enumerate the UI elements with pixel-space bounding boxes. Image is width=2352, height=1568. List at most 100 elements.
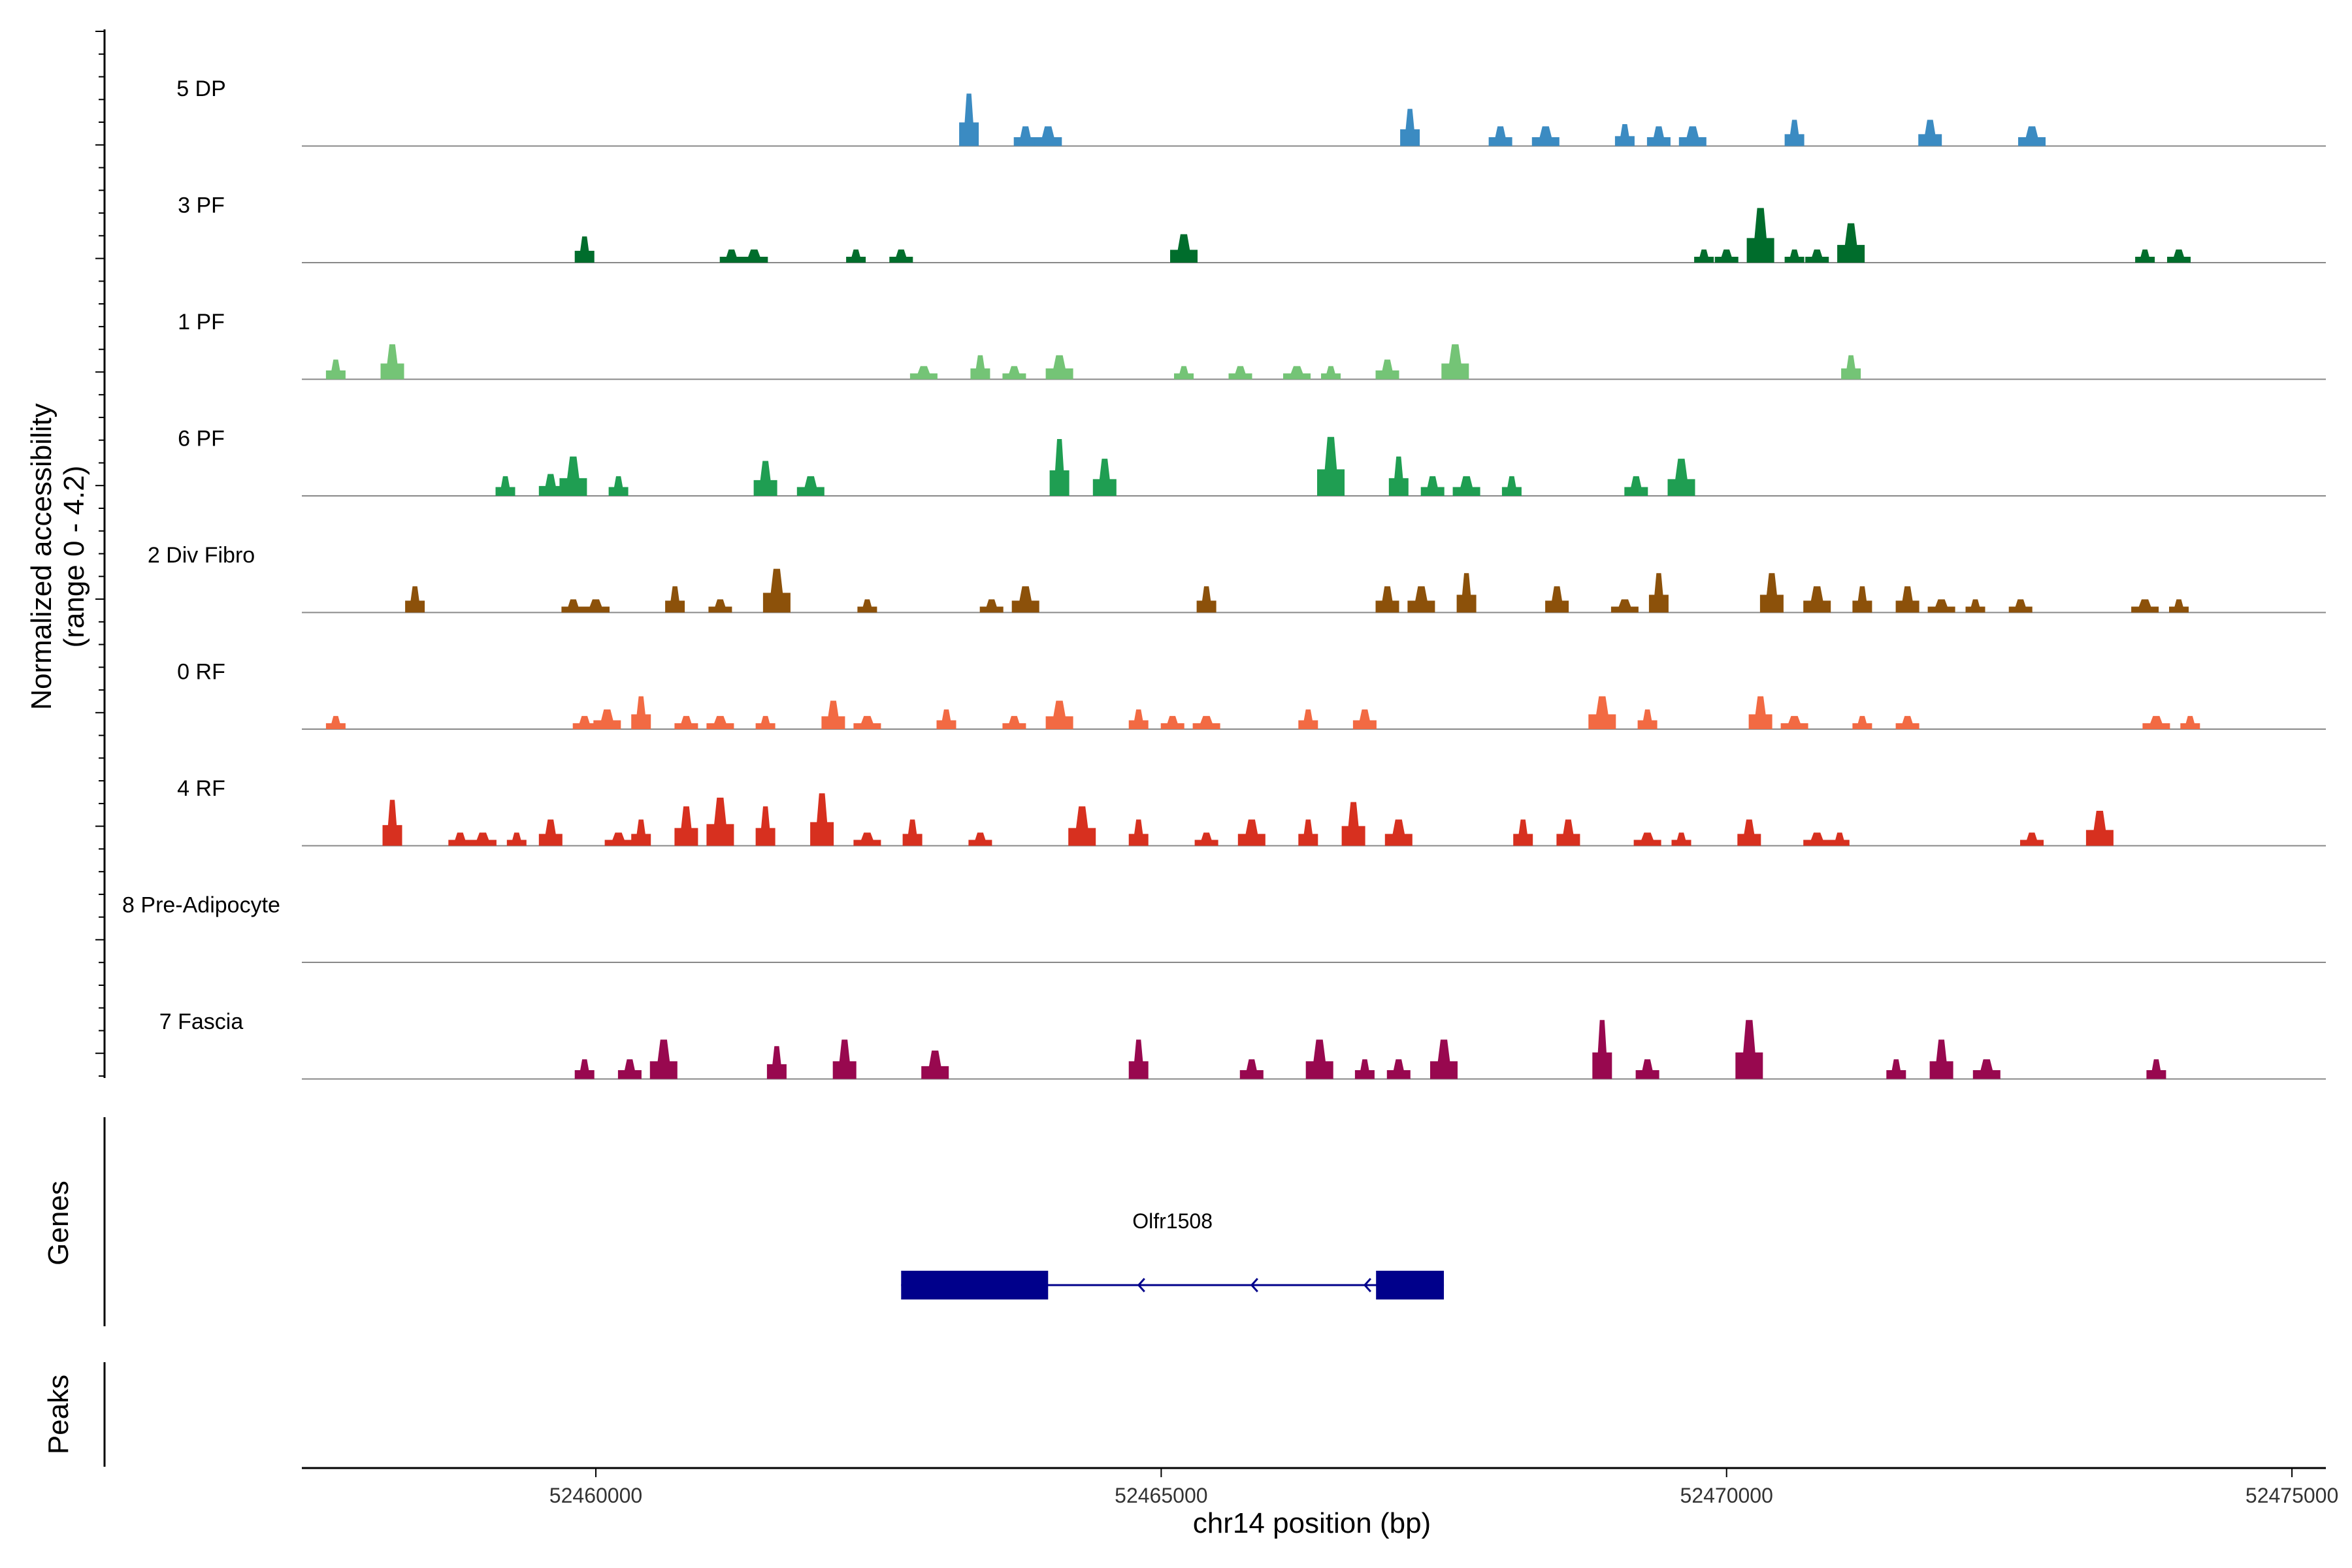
coverage-peak <box>1678 126 1707 146</box>
coverage-peak <box>1635 1059 1659 1079</box>
y-axis-title-line2: (range 0 - 4.2) <box>58 466 90 648</box>
track-label: 2 Div Fibro <box>148 543 255 568</box>
coverage-peak <box>1746 208 1774 263</box>
coverage-peak <box>608 476 629 496</box>
coverage-peak <box>617 1059 642 1079</box>
coverage-peak <box>1298 819 1318 846</box>
coverage-peak <box>1545 586 1569 613</box>
coverage-peak <box>1531 126 1560 146</box>
coverage-peak <box>1237 819 1266 846</box>
coverage-peak <box>1092 459 1117 496</box>
coverage-peak <box>538 819 563 846</box>
coverage-peak <box>1784 120 1805 146</box>
x-axis-title: chr14 position (bp) <box>1193 1507 1431 1539</box>
gene-name: Olfr1508 <box>1132 1209 1213 1233</box>
coverage-peak <box>1239 1059 1264 1079</box>
coverage-peak <box>1170 234 1198 263</box>
coverage-peak <box>574 236 595 263</box>
coverage-peak <box>821 700 845 729</box>
coverage-peak <box>2169 599 2189 613</box>
coverage-peak <box>2018 126 2046 146</box>
coverage-peak <box>810 793 834 846</box>
peaks-panel-label: Peaks <box>42 1375 74 1454</box>
coverage-peak <box>2146 1059 2166 1079</box>
coverage-peak <box>1002 366 1026 380</box>
track-label: 7 Fascia <box>159 1009 244 1034</box>
track-2: 1 PF <box>178 310 2326 380</box>
x-tick-label: 52465000 <box>1115 1484 1207 1507</box>
coverage-peak <box>706 715 734 729</box>
track-label: 6 PF <box>178 427 225 451</box>
coverage-peak <box>1375 359 1399 380</box>
coverage-peak <box>468 832 497 846</box>
gene-exon <box>901 1271 1049 1299</box>
coverage-peak <box>1588 696 1616 729</box>
coverage-peak <box>1068 806 1096 846</box>
coverage-peak <box>1354 1059 1375 1079</box>
coverage-peak <box>719 249 743 263</box>
coverage-peak <box>766 1046 787 1079</box>
coverage-peak <box>1614 124 1635 146</box>
coverage-peak <box>1375 586 1399 613</box>
coverage-peak <box>665 586 685 613</box>
coverage-peak <box>1228 366 1252 380</box>
coverage-peak <box>2180 715 2200 729</box>
coverage-peak <box>902 819 923 846</box>
coverage-peak <box>2142 715 2170 729</box>
coverage-peak <box>1646 126 1671 146</box>
coverage-peak <box>936 709 956 729</box>
coverage-peak <box>1556 819 1580 846</box>
coverage-peak <box>495 476 515 496</box>
coverage-peak <box>1592 1020 1612 1079</box>
coverage-peak <box>889 249 913 263</box>
coverage-peak <box>631 696 651 729</box>
coverage-peak <box>762 568 791 613</box>
coverage-peak <box>1386 1059 1411 1079</box>
coverage-peak <box>1192 715 1220 729</box>
coverage-peak <box>1803 832 1831 846</box>
coverage-peak <box>1456 573 1477 613</box>
coverage-peak <box>1852 715 1872 729</box>
coverage-peak <box>1400 108 1420 146</box>
coverage-peak <box>405 586 425 613</box>
genes-panel-label: Genes <box>42 1181 74 1266</box>
coverage-peak <box>708 599 732 613</box>
track-7: 8 Pre-Adipocyte <box>122 893 2326 963</box>
coverage-peak <box>853 832 881 846</box>
coverage-peak <box>1805 249 1829 263</box>
coverage-peak <box>380 344 404 380</box>
coverage-peak <box>1045 355 1073 380</box>
coverage-peak <box>1852 586 1872 613</box>
coverage-peak <box>1128 1039 1149 1079</box>
coverage-peak <box>1803 586 1831 613</box>
y-axis-title-line1: Normalized accessibility <box>25 403 57 710</box>
coverage-peak <box>1895 586 1919 613</box>
coverage-peak <box>979 599 1004 613</box>
coverage-peak <box>1283 366 1311 380</box>
coverage-peak <box>753 461 777 496</box>
coverage-peak <box>1128 819 1149 846</box>
coverage-peak <box>1384 819 1413 846</box>
coverage-peak <box>1128 709 1149 729</box>
coverage-peak <box>1501 476 1522 496</box>
coverage-peak <box>506 832 527 846</box>
coverage-peak <box>1714 249 1739 263</box>
coverage-peak <box>559 456 587 496</box>
coverage-peak <box>1452 476 1480 496</box>
coverage-peak <box>674 806 698 846</box>
coverage-peak <box>2167 249 2191 263</box>
coverage-peak <box>1011 586 1039 613</box>
coverage-peak <box>593 709 621 729</box>
coverage-peak <box>448 832 472 846</box>
x-axis-ticks: 52460000 52465000 52470000 52475000 <box>549 1468 2338 1507</box>
coverage-peak <box>1667 459 1695 496</box>
coverage-peak <box>382 800 402 846</box>
track-0: 5 DP <box>176 76 2326 147</box>
coverage-peak <box>909 366 938 380</box>
coverage-peak <box>1513 819 1533 846</box>
coverage-peak <box>2085 811 2114 846</box>
coverage-peak <box>1841 355 1861 380</box>
coverage-peak <box>561 599 585 613</box>
coverage-peak <box>1671 832 1691 846</box>
track-6: 4 RF <box>177 776 2326 847</box>
